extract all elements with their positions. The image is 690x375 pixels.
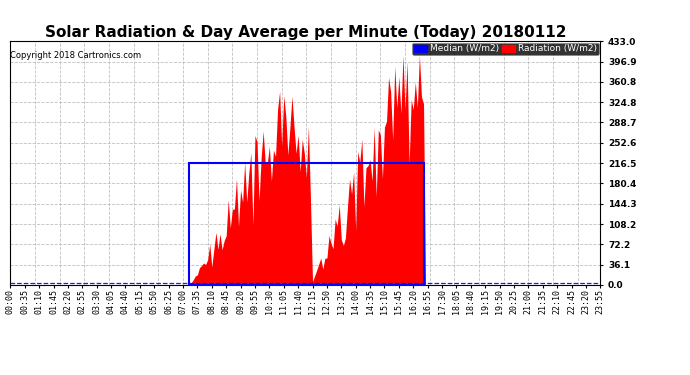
Text: Copyright 2018 Cartronics.com: Copyright 2018 Cartronics.com	[10, 51, 141, 60]
Title: Solar Radiation & Day Average per Minute (Today) 20180112: Solar Radiation & Day Average per Minute…	[45, 25, 566, 40]
Bar	[189, 163, 424, 285]
Legend: Median (W/m2), Radiation (W/m2): Median (W/m2), Radiation (W/m2)	[412, 43, 599, 55]
